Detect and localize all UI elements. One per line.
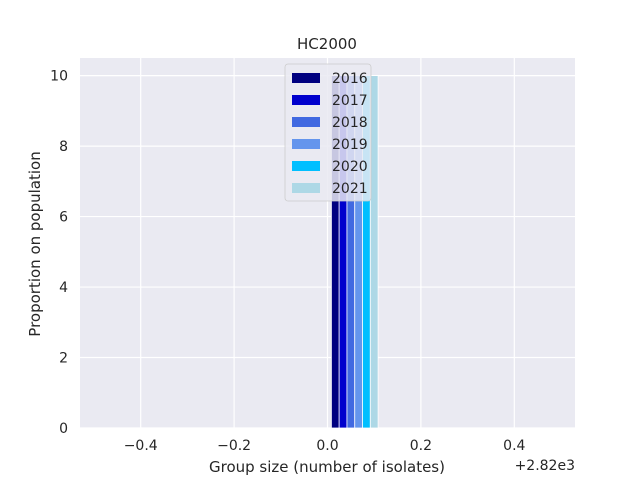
x-tick-label: 0.0 <box>316 438 338 454</box>
y-tick-label: 2 <box>59 351 68 367</box>
y-axis-ticks: 0 2 4 6 8 10 <box>50 69 68 437</box>
legend-swatch-2020 <box>292 161 320 171</box>
y-tick-label: 8 <box>59 139 68 155</box>
x-offset-text: +2.82e3 <box>515 458 575 474</box>
legend-label-2021: 2021 <box>332 181 368 197</box>
chart-title: HC2000 <box>297 35 357 53</box>
y-tick-label: 10 <box>50 69 68 85</box>
legend-swatch-2019 <box>292 139 320 149</box>
legend-swatch-2018 <box>292 117 320 127</box>
bar-2021 <box>369 75 379 429</box>
legend-label-2020: 2020 <box>332 159 368 175</box>
legend-swatch-2021 <box>292 183 320 193</box>
x-tick-label: −0.4 <box>124 438 158 454</box>
x-tick-label: 0.4 <box>503 438 525 454</box>
x-axis-ticks: −0.4 −0.2 0.0 0.2 0.4 <box>124 438 526 454</box>
legend-label-2017: 2017 <box>332 93 368 109</box>
y-tick-label: 6 <box>59 210 68 226</box>
y-tick-label: 0 <box>59 421 68 437</box>
legend-label-2016: 2016 <box>332 71 368 87</box>
y-axis-label: Proportion on population <box>26 151 44 336</box>
legend-swatch-2016 <box>292 73 320 83</box>
y-tick-label: 4 <box>59 280 68 296</box>
legend-swatch-2017 <box>292 95 320 105</box>
legend-label-2018: 2018 <box>332 115 368 131</box>
x-axis-label: Group size (number of isolates) <box>209 458 445 476</box>
legend: 2016 2017 2018 2019 2020 2021 <box>284 63 372 202</box>
legend-label-2019: 2019 <box>332 137 368 153</box>
x-tick-label: −0.2 <box>217 438 251 454</box>
x-tick-label: 0.2 <box>410 438 432 454</box>
